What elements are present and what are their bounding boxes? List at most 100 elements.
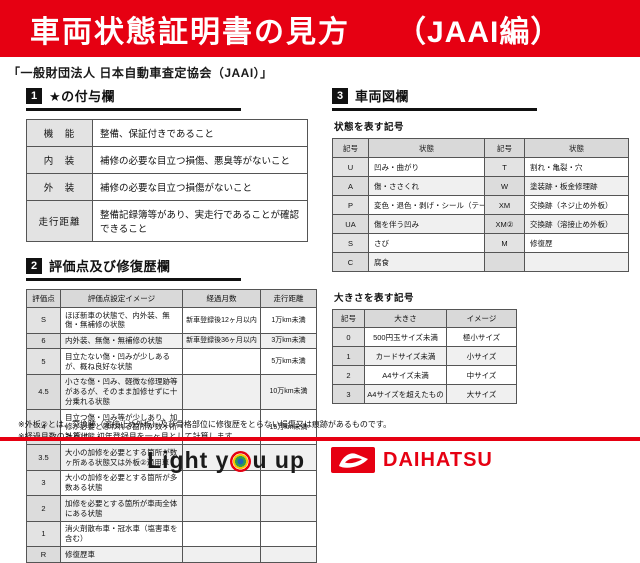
table-cell: S (332, 233, 369, 253)
section3-title: 車両図欄 (355, 89, 410, 104)
table-row: 0 500円玉サイズ未満 極小サイズ (332, 327, 517, 347)
table-cell: 1万km未満 (260, 307, 317, 334)
state-table-head: 記号 状態 記号 状態 (332, 138, 629, 158)
table-cell: 3万km未満 (260, 332, 317, 350)
table-cell (260, 546, 317, 563)
table-row: P変色・退色・剥げ・シール（テープ）跡XM交換跡（ネジ止め外板） (332, 195, 629, 215)
section1-header: 1 ★の付与欄 (26, 86, 241, 111)
table-row: UA 傷を伴う凹み XM② 交換跡（溶接止め外板） (332, 214, 629, 234)
table-cell (182, 495, 261, 522)
table-cell: 傷・ささくれ (368, 176, 485, 196)
table-cell: 2 (26, 495, 61, 522)
table-row: 1 カードサイズ未満 小サイズ (332, 346, 517, 366)
column-header: 状態 (524, 138, 629, 158)
table-row: S さび M 修復歴 (332, 233, 629, 253)
table-cell: さび (368, 233, 485, 253)
table-cell (260, 444, 317, 471)
table-cell: 3 (332, 384, 365, 404)
table-cell: 割れ・亀裂・穴 (524, 157, 629, 177)
target-icon (230, 450, 252, 472)
evaluation-table-head: 評価点 評価点設定イメージ 経過月数 走行距離 (26, 289, 317, 308)
table-row: 4.5 小さな傷・凹み、軽微な修理跡等があるが、そのまま加修せずに十分乗れる状態 1… (26, 373, 317, 411)
table-cell: W (484, 176, 525, 196)
table-cell: UA (332, 214, 369, 234)
table-cell: T (484, 157, 525, 177)
right-column: 3 車両図欄 状態を表す記号 記号 状態 記号 状態 U 凹み・曲がり T 割れ・亀裂… (332, 86, 630, 404)
slogan-text-pre: Light y (147, 446, 230, 473)
table-header-row: 評価点 評価点設定イメージ 経過月数 走行距離 (26, 289, 317, 308)
table-cell (182, 444, 261, 471)
daihatsu-logo: DAIHATSU (331, 447, 493, 473)
table-cell: 修復歴車 (60, 546, 183, 563)
table-cell: 内外装、無傷・無補修の状態 (60, 332, 183, 350)
daihatsu-wordmark: DAIHATSU (383, 448, 493, 471)
table-cell: 1 (26, 520, 61, 548)
column-header: 走行距離 (260, 289, 317, 308)
table-cell: 走行距離 (26, 200, 93, 242)
size-symbols-table: 記号 大きさ イメージ 0 500円玉サイズ未満 極小サイズ 1 カードサイズ未満 小サイ… (332, 309, 517, 404)
table-row: S ほぼ新車の状態で、内外装、無傷・無補修の状態 新車登録後12ヶ月以内 1万km未満 (26, 307, 317, 334)
table-row: U 凹み・曲がり T 割れ・亀裂・穴 (332, 157, 629, 177)
table-cell (524, 252, 629, 272)
star-criteria-table: 機 能整備、保証付きであること内 装補修の必要な目立つ損傷、悪臭等がないこと外 … (26, 119, 308, 242)
table-cell: 腐食 (368, 252, 485, 272)
table-cell: 500円玉サイズ未満 (364, 327, 447, 347)
table-cell (182, 373, 261, 411)
section2-header: 2 評価点及び修復歴欄 (26, 256, 241, 281)
footnotes: ※外板②とは、交換跡（溶接止め外板）及び骨格部位に修復歴をとらない損傷又は痕跡が… (18, 419, 391, 442)
table-cell: 小さな傷・凹み、軽微な修理跡等があるが、そのまま加修せずに十分乗れる状態 (60, 373, 183, 411)
table-row: 6 内外装、無傷・無補修の状態 新車登録後36ヶ月以内 3万km未満 (26, 332, 317, 350)
table-cell: 塗装跡・板金修理跡 (524, 176, 629, 196)
table-cell: 1 (332, 346, 365, 366)
table-cell: XM② (484, 214, 525, 234)
table-cell: 3.5 (26, 444, 61, 471)
table-cell: 小サイズ (446, 346, 517, 366)
footer-logos: Light y u up DAIHATSU (0, 443, 640, 477)
table-cell: 内 装 (26, 146, 93, 174)
table-row: R 修復歴車 (26, 546, 317, 563)
column-header: 記号 (484, 138, 525, 158)
table-cell: A4サイズを超えたもの (364, 384, 447, 404)
section3-number-badge: 3 (332, 87, 348, 104)
column-header: 記号 (332, 309, 365, 328)
table-cell: P (332, 195, 369, 215)
left-column: 1 ★の付与欄 機 能整備、保証付きであること内 装補修の必要な目立つ損傷、悪臭… (26, 86, 318, 563)
column-header: イメージ (446, 309, 517, 328)
organization-subtitle: 「一般財団法人 日本自動車査定協会（JAAI）」 (8, 66, 273, 80)
daihatsu-mark-icon (331, 447, 376, 473)
table-cell: 中サイズ (446, 365, 517, 385)
table-cell: 交換跡（溶接止め外板） (524, 214, 629, 234)
title-banner: 車両状態証明書の見方 （JAAI編） (0, 0, 640, 57)
table-cell (260, 495, 317, 522)
column-header: 経過月数 (182, 289, 261, 308)
table-cell: 補修の必要な目立つ損傷、悪臭等がないこと (92, 146, 308, 174)
table-cell: 10万km未満 (260, 373, 317, 411)
section2-title: 評価点及び修復歴欄 (49, 259, 171, 274)
footnote-line: ※経過月数の計算は、初年登録月を一ヶ月として計算します。 (18, 431, 391, 443)
table-cell: 機 能 (26, 119, 93, 147)
table-cell: C (332, 252, 369, 272)
page-title: 車両状態証明書の見方 (30, 15, 350, 49)
table-cell: 加修を必要とする箇所が車両全体にある状態 (60, 495, 183, 522)
table-cell: 6 (26, 332, 61, 350)
light-you-up-slogan: Light y u up (147, 447, 305, 474)
table-row: 3.5 大小の加修を必要とする箇所が数ヶ所ある状態又は外板②適用車 (26, 444, 317, 471)
table-row: 3 A4サイズを超えたもの 大サイズ (332, 384, 517, 404)
column-header: 評価点設定イメージ (60, 289, 183, 308)
table-cell: U (332, 157, 369, 177)
table-row: A 傷・ささくれ W 塗装跡・板金修理跡 (332, 176, 629, 196)
table-cell: 凹み・曲がり (368, 157, 485, 177)
table-cell: 大サイズ (446, 384, 517, 404)
size-symbols-label: 大きさを表す記号 (334, 293, 415, 304)
table-row: 1 消火剤散布車・冠水車（塩害車を含む） (26, 520, 317, 548)
column-header: 評価点 (26, 289, 61, 308)
table-cell: 4.5 (26, 373, 61, 411)
table-cell: 0 (332, 327, 365, 347)
table-cell: 変色・退色・剥げ・シール（テープ）跡 (368, 195, 485, 215)
table-cell: 目立たない傷・凹みが少しあるが、概ね良好な状態 (60, 348, 183, 375)
table-cell: 極小サイズ (446, 327, 517, 347)
state-symbols-table: 記号 状態 記号 状態 U 凹み・曲がり T 割れ・亀裂・穴 A 傷・ささくれ W 塗装跡・板… (332, 138, 629, 272)
state-symbols-label: 状態を表す記号 (334, 122, 405, 133)
table-cell: 消火剤散布車・冠水車（塩害車を含む） (60, 520, 183, 548)
table-cell: 5 (26, 348, 61, 375)
